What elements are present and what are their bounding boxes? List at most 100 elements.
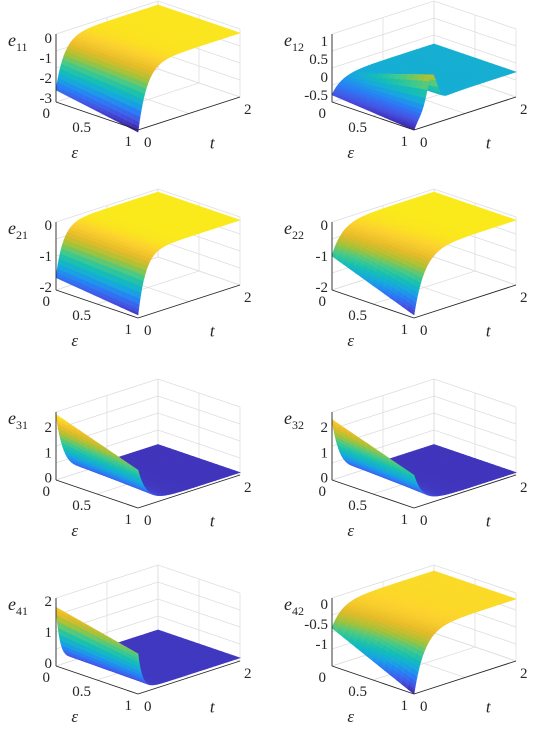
z-tick-label: -1	[316, 249, 329, 265]
surface-mesh	[55, 606, 241, 686]
y-axis-label: t	[210, 512, 216, 531]
y-tick-label: 0	[420, 699, 428, 715]
y-tick-label: 0	[144, 323, 152, 339]
z-tick-label: -2	[316, 280, 329, 296]
y-tick-label: 0	[420, 513, 428, 529]
z-tick-label: 1	[321, 445, 329, 461]
surface-mesh	[55, 191, 241, 316]
axes	[331, 34, 517, 131]
axes	[55, 598, 241, 695]
x-axis-label: ε	[347, 707, 354, 726]
y-tick-label: 2	[244, 666, 252, 682]
z-tick-label: -1	[316, 637, 329, 653]
z-tick-label: 0	[321, 597, 329, 613]
y-axis-label: t	[210, 134, 216, 153]
axes	[55, 222, 241, 319]
z-axis-label: e22	[284, 218, 304, 242]
z-axis-label: e11	[8, 30, 28, 54]
z-tick-label: 1	[321, 34, 329, 50]
y-tick-label: 2	[520, 480, 528, 496]
y-tick-label: 2	[244, 102, 252, 118]
axes	[55, 34, 241, 131]
x-tick-label: 0.5	[72, 308, 91, 324]
y-axis-label: t	[210, 698, 216, 717]
surface-mesh	[331, 43, 517, 131]
surface-mesh	[331, 418, 517, 497]
x-tick-label: 0.5	[348, 308, 367, 324]
x-tick-label: 1	[401, 698, 409, 714]
z-tick-label: 0.5	[309, 52, 328, 68]
x-axis-label: ε	[347, 521, 354, 540]
y-tick-label: 0	[420, 135, 428, 151]
x-axis-label: ε	[347, 331, 354, 350]
z-tick-label: 0	[321, 470, 329, 486]
z-axis-label: e42	[284, 594, 304, 618]
z-tick-label: -3	[40, 91, 53, 107]
x-tick-label: 1	[401, 134, 409, 150]
surface-mesh	[331, 191, 517, 316]
axes	[55, 412, 241, 509]
y-tick-label: 2	[244, 480, 252, 496]
y-axis-label: t	[486, 698, 492, 717]
x-tick-label: 0	[43, 106, 51, 122]
x-axis-label: ε	[71, 331, 78, 350]
z-tick-label: 2	[45, 420, 53, 436]
y-tick-label: 0	[144, 135, 152, 151]
surface-mesh	[331, 570, 517, 695]
x-tick-label: 1	[125, 134, 133, 150]
z-axis-label: e21	[8, 218, 28, 242]
z-tick-label: -0.5	[304, 617, 328, 633]
x-tick-label: 0	[43, 670, 51, 686]
z-tick-label: 0	[45, 31, 53, 47]
x-axis-label: ε	[71, 707, 78, 726]
y-tick-label: 0	[144, 699, 152, 715]
z-tick-label: 0	[45, 656, 53, 672]
x-tick-label: 1	[125, 322, 133, 338]
z-tick-label: -2	[40, 71, 53, 87]
y-tick-label: 0	[144, 513, 152, 529]
axes	[331, 412, 517, 509]
x-tick-label: 0	[43, 484, 51, 500]
y-tick-label: 2	[520, 102, 528, 118]
x-tick-label: 0	[319, 294, 327, 310]
x-axis-label: ε	[71, 521, 78, 540]
y-tick-label: 2	[520, 290, 528, 306]
x-tick-label: 0.5	[72, 684, 91, 700]
x-tick-label: 0.5	[348, 684, 367, 700]
y-axis-label: t	[486, 134, 492, 153]
axes	[331, 222, 517, 319]
x-tick-label: 0	[319, 670, 327, 686]
z-axis-label: e32	[284, 408, 304, 432]
x-tick-label: 0	[43, 294, 51, 310]
y-axis-label: t	[486, 322, 492, 341]
x-axis-label: ε	[71, 143, 78, 162]
z-tick-label: 2	[321, 420, 329, 436]
z-tick-label: -2	[40, 280, 53, 296]
z-tick-label: 0	[321, 70, 329, 86]
z-tick-label: 1	[45, 625, 53, 641]
z-axis-label: e12	[284, 30, 304, 54]
surface-mesh	[55, 4, 241, 133]
x-tick-label: 1	[401, 512, 409, 528]
z-tick-label: -1	[40, 51, 53, 67]
z-axis-label: e41	[8, 594, 28, 618]
x-tick-label: 1	[125, 698, 133, 714]
x-tick-label: 0	[319, 484, 327, 500]
z-tick-label: -0.5	[304, 88, 328, 104]
z-axis-label: e31	[8, 408, 28, 432]
x-tick-label: 1	[401, 322, 409, 338]
y-axis-label: t	[210, 322, 216, 341]
x-axis-label: ε	[347, 143, 354, 162]
x-tick-label: 0.5	[348, 498, 367, 514]
z-tick-label: -1	[40, 249, 53, 265]
x-tick-label: 0.5	[72, 120, 91, 136]
